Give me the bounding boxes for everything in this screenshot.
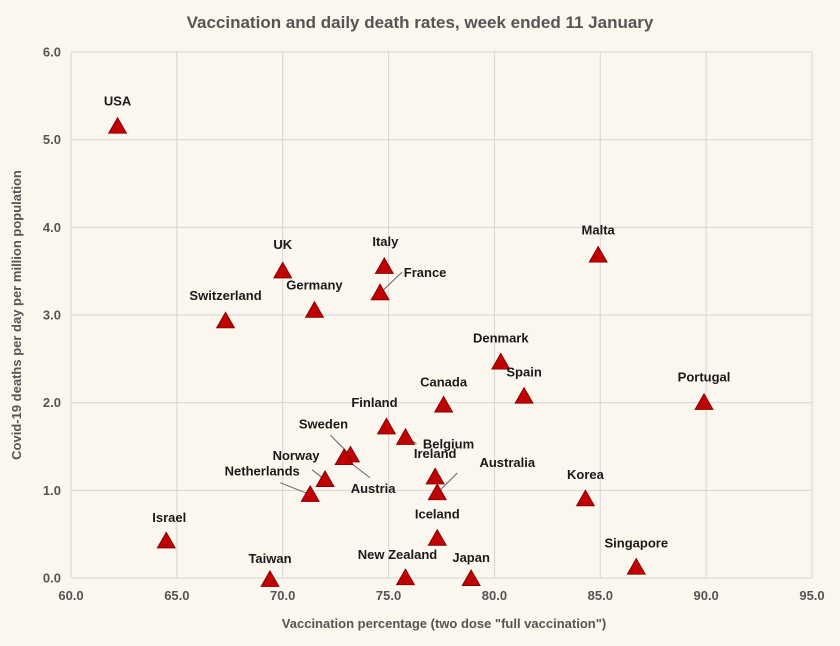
point-label-switzerland: Switzerland [189,288,261,303]
x-tick-label: 60.0 [58,588,83,603]
point-label-italy: Italy [372,234,399,249]
point-germany [304,300,325,318]
leader-line-netherlands [280,482,311,496]
point-label-australia: Australia [479,455,535,470]
point-label-israel: Israel [152,510,186,525]
point-denmark [491,352,511,370]
point-labels: USA Israel Switzerland Taiwan UK Germany Nethe… [104,94,731,566]
y-tick-label: 0.0 [43,571,61,586]
point-finland [376,417,397,435]
point-malta [588,245,608,263]
x-tick-label: 90.0 [693,588,718,603]
point-netherlands [300,484,320,502]
y-tick-label: 3.0 [43,308,61,323]
gridlines [70,51,813,579]
point-norway [315,470,335,487]
point-label-uk: UK [273,237,292,252]
data-points [107,116,714,587]
point-canada [433,395,454,413]
point-label-denmark: Denmark [473,330,529,345]
y-tick-label: 2.0 [43,395,61,410]
leader-line-france [379,271,403,294]
point-label-korea: Korea [567,467,605,482]
x-axis-label: Vaccination percentage (two dose "full v… [282,616,606,631]
point-austria [334,448,354,466]
point-label-sweden: Sweden [299,416,348,431]
point-spain [514,386,534,404]
point-label-portugal: Portugal [678,370,731,385]
y-tick-label: 4.0 [43,220,61,235]
x-tick-label: 95.0 [799,588,824,603]
x-tick-label: 85.0 [588,588,613,603]
point-label-germany: Germany [286,278,343,293]
x-tick-label: 65.0 [164,588,189,603]
y-tick-label: 5.0 [43,132,61,147]
x-tick-label: 80.0 [482,588,507,603]
point-italy [374,256,395,274]
point-switzerland [215,311,236,329]
point-france [370,283,390,301]
point-korea [575,489,596,507]
point-label-canada: Canada [420,374,468,389]
point-singapore [626,557,646,575]
point-label-taiwan: Taiwan [248,551,291,566]
point-usa [107,116,128,134]
point-japan [461,569,481,587]
point-label-malta: Malta [582,222,616,237]
tick-labels: 60.0 65.0 70.0 75.0 80.0 85.0 90.0 95.0 0.0 1.0 2.… [43,45,825,604]
point-new-zealand [395,568,416,586]
point-label-france: France [404,265,447,280]
y-axis-label: Covid-19 deaths per day per million popu… [9,170,24,460]
point-label-ireland: Ireland [414,446,457,461]
point-label-new-zealand: New Zealand [358,547,438,562]
x-tick-label: 75.0 [376,588,401,603]
point-label-spain: Spain [506,365,541,380]
point-ireland [425,467,445,485]
point-uk [273,261,293,279]
point-label-iceland: Iceland [415,507,460,522]
y-tick-label: 1.0 [43,483,61,498]
point-label-belgium: Belgium [423,437,474,452]
point-label-singapore: Singapore [604,535,668,550]
point-label-finland: Finland [351,395,397,410]
y-tick-label: 6.0 [43,45,61,60]
point-australia [427,483,447,501]
point-iceland [427,528,447,546]
point-taiwan [260,569,280,587]
point-label-austria: Austria [351,481,397,496]
x-tick-label: 70.0 [270,588,295,603]
point-portugal [694,392,714,410]
point-belgium [395,427,416,445]
point-label-usa: USA [104,94,132,109]
point-label-japan: Japan [452,550,490,565]
chart-title: Vaccination and daily death rates, week … [187,13,654,32]
point-label-netherlands: Netherlands [225,464,300,479]
point-label-norway: Norway [273,448,321,463]
point-israel [156,531,176,549]
